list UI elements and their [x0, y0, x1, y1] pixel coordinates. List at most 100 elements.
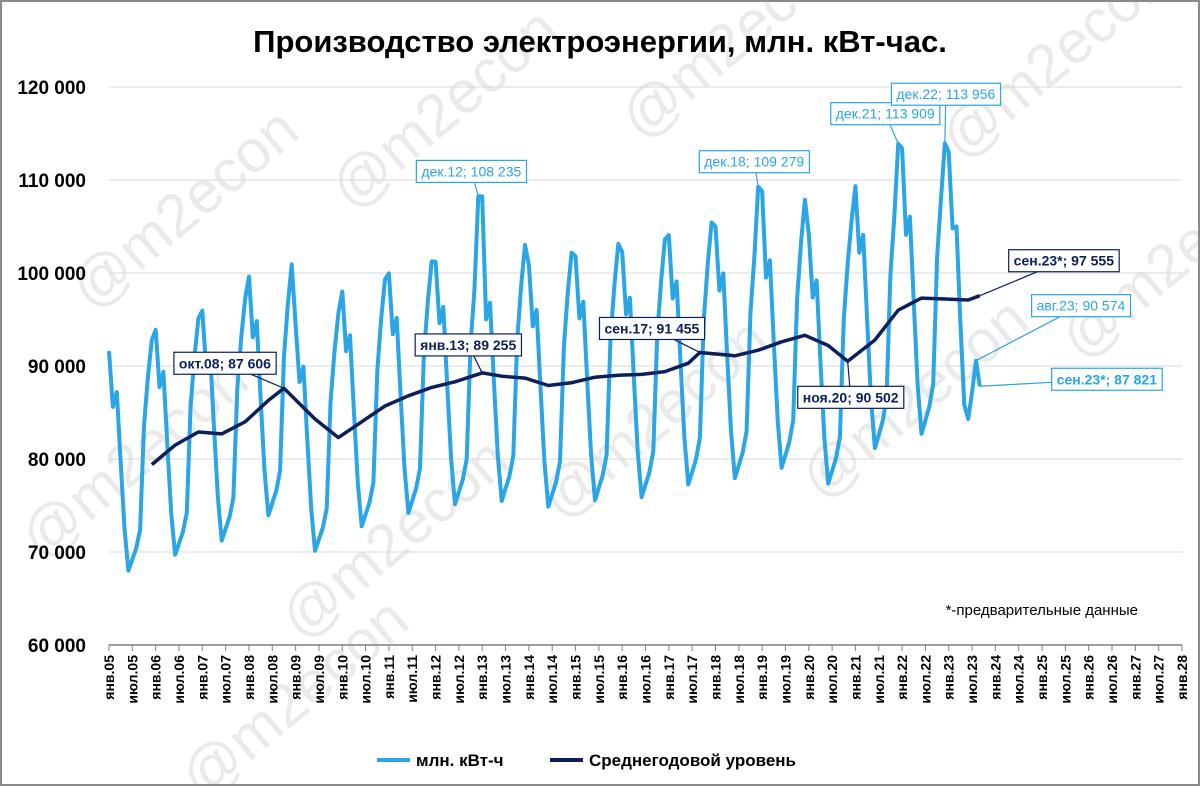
data-label-box: [1031, 294, 1132, 318]
data-label-leader: [250, 373, 285, 389]
data-label-box: [598, 316, 706, 341]
data-label: янв.13; 89 255: [414, 333, 523, 374]
x-tick-label: июл.08: [264, 655, 280, 704]
data-label: сен.23*; 87 821: [979, 367, 1163, 391]
footnote: *-предварительные данные: [946, 602, 1138, 619]
legend-label-production: млн. кВт-ч: [416, 751, 504, 770]
data-label-leader: [979, 271, 1038, 297]
data-label-leader: [847, 361, 851, 387]
x-tick-label: янв.08: [241, 655, 257, 700]
data-label-text: дек.18; 109 279: [704, 154, 804, 170]
x-tick-label: июл.26: [1104, 655, 1120, 704]
x-tick-label: июл.27: [1151, 655, 1167, 704]
x-tick-label: янв.12: [428, 655, 444, 700]
x-tick-label: июл.25: [1057, 655, 1073, 704]
data-label: окт.08; 87 606: [173, 351, 285, 389]
y-tick-label: 100 000: [17, 264, 86, 285]
data-label-box: [890, 82, 1002, 106]
x-tick-label: июл.21: [871, 655, 887, 704]
data-label: дек.18; 109 279: [698, 150, 811, 187]
data-label: дек.21; 113 909: [830, 102, 941, 144]
data-label-leader: [673, 338, 701, 354]
y-tick-label: 120 000: [17, 78, 86, 99]
data-label-box: [1051, 367, 1163, 391]
data-label: дек.22; 113 956: [890, 82, 1002, 144]
x-tick-label: июл.24: [1011, 655, 1027, 704]
legend-label-annual-average: Среднегодовой уровень: [589, 751, 796, 770]
data-label-box: [830, 102, 941, 126]
data-label-box: [173, 351, 277, 375]
data-label: авг.23; 90 574: [975, 294, 1132, 362]
x-tick-label: янв.11: [381, 655, 397, 699]
x-tick-label: июл.06: [171, 655, 187, 704]
data-label: дек.12; 108 235: [415, 159, 528, 197]
data-label-box: [1008, 249, 1120, 273]
legend: млн. кВт-ч Среднегодовой уровень: [377, 751, 796, 770]
x-tick-label: янв.23: [941, 655, 957, 700]
data-label-text: окт.08; 87 606: [179, 355, 271, 371]
watermark-text: @m2econ: [57, 94, 310, 322]
data-label-text: дек.12; 108 235: [421, 163, 521, 179]
data-label-leader: [889, 124, 899, 144]
x-tick-label: янв.22: [894, 655, 910, 700]
x-tick-label: июл.10: [358, 655, 374, 704]
x-tick-label: янв.10: [334, 655, 350, 700]
x-tick-label: янв.21: [847, 655, 863, 700]
x-tick-label: янв.20: [801, 655, 817, 700]
x-tick-label: июл.09: [311, 655, 327, 704]
x-tick-label: янв.05: [101, 655, 117, 700]
data-label-box: [414, 333, 523, 357]
y-tick-label: 70 000: [28, 543, 86, 564]
x-tick-label: июл.13: [498, 655, 514, 704]
y-tick-label: 90 000: [28, 357, 86, 378]
data-label-leader: [473, 182, 479, 197]
series-line-production: [107, 141, 982, 573]
x-tick-label: июл.14: [544, 655, 560, 704]
x-tick-label: июл.15: [591, 655, 607, 704]
data-label-text: ноя.20; 90 502: [803, 389, 899, 405]
data-label: ноя.20; 90 502: [797, 361, 905, 409]
data-label-box: [415, 159, 528, 184]
data-label-leader: [473, 355, 483, 374]
x-tick-label: янв.06: [148, 655, 164, 700]
x-tick-label: янв.25: [1034, 655, 1050, 700]
y-tick-label: 80 000: [28, 450, 86, 471]
chart-title: Производство электроэнергии, млн. кВт-ча…: [253, 24, 947, 59]
x-tick-label: янв.09: [288, 655, 304, 700]
x-axis: янв.05 июл.05 янв.06 июл.06 янв.07 июл.07 янв.…: [101, 645, 1190, 704]
x-tick-label: июл.19: [777, 655, 793, 704]
x-tick-label: янв.17: [661, 655, 677, 700]
x-tick-label: янв.26: [1081, 655, 1097, 700]
x-tick-label: июл.07: [218, 655, 234, 704]
data-label-box: [698, 150, 811, 174]
x-tick-label: янв.28: [1174, 655, 1190, 700]
data-label-text: дек.22; 113 956: [896, 86, 995, 102]
x-tick-label: июл.17: [684, 655, 700, 704]
x-tick-label: июл.20: [824, 655, 840, 704]
data-label-leader: [975, 316, 1061, 362]
x-tick-label: янв.15: [568, 655, 584, 700]
data-label-text: сен.17; 91 455: [604, 320, 699, 336]
data-label-leader: [755, 172, 759, 187]
data-label-leader: [979, 381, 1052, 387]
x-tick-label: июл.16: [638, 655, 654, 704]
x-tick-label: янв.24: [987, 655, 1003, 700]
data-label-box: [797, 385, 905, 409]
x-tick-label: янв.07: [194, 655, 210, 700]
data-label: сен.23*; 97 555: [979, 249, 1120, 297]
x-tick-label: янв.18: [707, 655, 723, 700]
x-tick-label: янв.16: [614, 655, 630, 700]
x-tick-label: июл.11: [404, 655, 420, 703]
x-tick-label: янв.27: [1127, 655, 1143, 700]
x-tick-label: июл.23: [964, 655, 980, 704]
x-tick-label: янв.19: [754, 655, 770, 700]
data-labels: дек.12; 108 235 дек.18; 109 279 дек.21; 11…: [173, 82, 1163, 409]
x-tick-label: янв.13: [474, 655, 490, 700]
x-tick-label: июл.05: [124, 655, 140, 704]
y-tick-label: 110 000: [18, 171, 86, 192]
x-tick-label: июл.18: [731, 655, 747, 704]
data-label-text: дек.21; 113 909: [836, 106, 935, 122]
data-label-leader: [944, 105, 947, 144]
